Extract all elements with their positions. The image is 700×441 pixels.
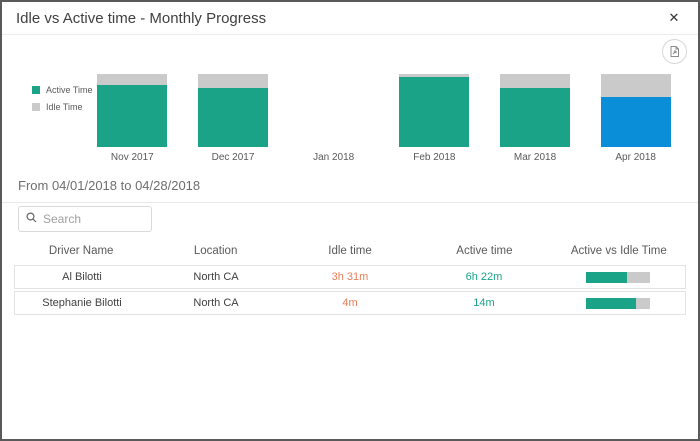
search-input[interactable] — [43, 212, 144, 226]
dialog-title: Idle vs Active time - Monthly Progress — [16, 9, 267, 27]
month-bar-nov-2017[interactable]: Nov 2017 — [82, 72, 183, 163]
month-bar-jan-2018[interactable]: Jan 2018 — [283, 72, 384, 163]
search-box[interactable] — [18, 206, 152, 232]
idle-segment[interactable] — [97, 74, 168, 85]
x-axis-label: Dec 2017 — [211, 152, 255, 163]
active-segment[interactable] — [97, 84, 168, 147]
column-header-idle-time: Idle time — [328, 245, 372, 257]
search-icon — [26, 210, 37, 228]
progress-fill — [586, 297, 636, 309]
idle-segment[interactable] — [500, 74, 571, 88]
idle-time-swatch — [32, 103, 40, 111]
export-icon — [668, 45, 681, 58]
x-axis-label: Feb 2018 — [413, 152, 456, 163]
dialog-header: Idle vs Active time - Monthly Progress ✕ — [2, 2, 698, 35]
legend-label: Idle Time — [46, 102, 83, 112]
x-axis-label: Mar 2018 — [513, 152, 557, 163]
column-header-active-vs-idle: Active vs Idle Time — [570, 245, 667, 257]
idle-segment[interactable] — [399, 74, 470, 77]
active-segment[interactable] — [399, 76, 470, 147]
table-row[interactable]: Al Bilotti North CA 3h 31m 6h 22m — [14, 265, 686, 289]
active-segment[interactable] — [198, 87, 268, 147]
active-vs-idle-cell — [551, 271, 685, 283]
month-bar-dec-2017[interactable]: Dec 2017 — [183, 72, 284, 163]
progress-fill — [586, 271, 627, 283]
x-axis-label: Jan 2018 — [313, 152, 355, 163]
table-header-row: Driver Name Location Idle time Active ti… — [14, 240, 686, 262]
drivers-table: Driver Name Location Idle time Active ti… — [14, 240, 686, 317]
idle-time-cell: 3h 31m — [331, 271, 369, 283]
progress-track — [586, 297, 650, 309]
month-bar-mar-2018[interactable]: Mar 2018 — [485, 72, 586, 163]
x-axis-label: Apr 2018 — [615, 152, 656, 163]
column-header-driver-name: Driver Name — [48, 245, 114, 257]
legend-item-idle[interactable]: Idle Time — [32, 102, 93, 112]
date-range-label: From 04/01/2018 to 04/28/2018 — [2, 178, 698, 203]
legend-label: Active Time — [46, 85, 93, 95]
active-time-swatch — [32, 86, 40, 94]
active-vs-idle-cell — [551, 297, 685, 309]
monthly-progress-chart: Active Time Idle Time Nov 2017 Dec 2017 Ja… — [2, 36, 698, 176]
location-cell: North CA — [193, 271, 239, 283]
idle-time-cell: 4m — [342, 297, 358, 309]
driver-name-cell: Stephanie Bilotti — [42, 297, 122, 309]
active-segment[interactable] — [600, 97, 671, 147]
column-header-location: Location — [193, 245, 238, 257]
location-cell: North CA — [193, 297, 239, 309]
active-segment[interactable] — [500, 87, 571, 147]
progress-track — [586, 271, 650, 283]
legend-item-active[interactable]: Active Time — [32, 85, 93, 95]
idle-segment[interactable] — [600, 74, 671, 98]
bar-chart-area: Nov 2017 Dec 2017 Jan 2018 Feb 2018 Mar 2018… — [82, 72, 686, 163]
close-icon[interactable]: ✕ — [668, 10, 680, 25]
table-row[interactable]: Stephanie Bilotti North CA 4m 14m — [14, 291, 686, 315]
month-bar-feb-2018[interactable]: Feb 2018 — [384, 72, 485, 163]
driver-name-cell: Al Bilotti — [62, 271, 102, 283]
chart-legend: Active Time Idle Time — [32, 85, 93, 119]
month-bar-apr-2018[interactable]: Apr 2018 — [585, 72, 686, 163]
export-button[interactable] — [662, 39, 687, 64]
column-header-active-time: Active time — [456, 245, 513, 257]
x-axis-label: Nov 2017 — [110, 152, 154, 163]
idle-segment[interactable] — [198, 74, 268, 88]
active-time-cell: 14m — [473, 297, 495, 309]
active-time-cell: 6h 22m — [465, 271, 503, 283]
